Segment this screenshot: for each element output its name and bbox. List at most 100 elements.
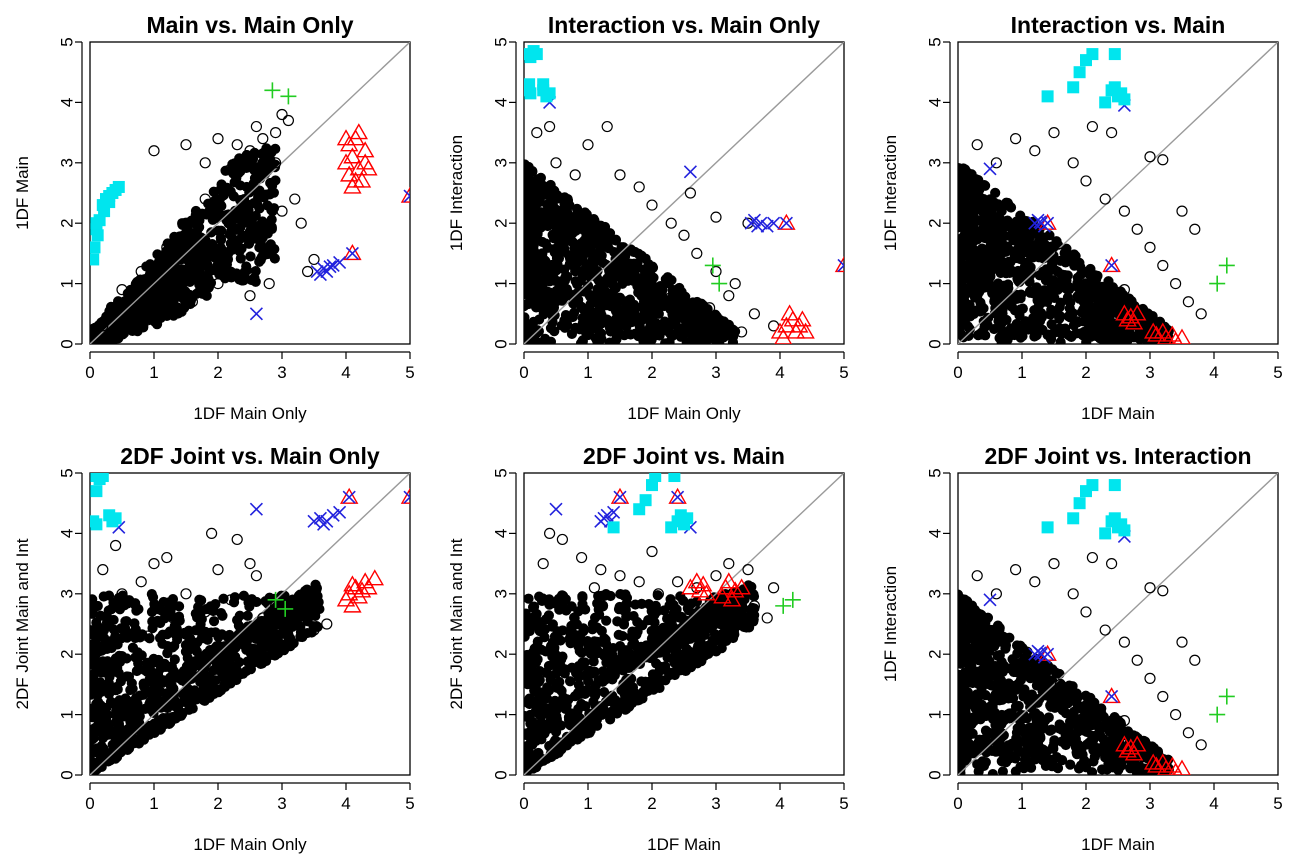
data-point-circle — [543, 527, 556, 540]
data-point-circle — [308, 253, 320, 266]
dense-cloud-point — [196, 254, 207, 265]
data-point-circle — [180, 139, 192, 151]
dense-cloud-point — [615, 588, 626, 600]
data-point-circle — [742, 217, 754, 229]
data-point-x — [307, 514, 321, 528]
data-point-circle — [142, 314, 154, 326]
data-point-circle — [729, 278, 741, 290]
data-point-circle — [588, 582, 600, 594]
data-layer — [90, 42, 410, 344]
dense-cloud-point — [132, 647, 143, 658]
data-point-circle — [282, 114, 294, 127]
dense-cloud-point — [207, 665, 219, 676]
dense-cloud-point — [996, 318, 1007, 329]
dense-cloud-point — [130, 632, 141, 644]
x-tick-label: 1 — [149, 794, 158, 813]
dense-cloud-point — [1039, 238, 1050, 250]
dense-cloud-point — [547, 637, 559, 648]
dense-cloud-point — [998, 289, 1009, 300]
dense-point-cloud — [90, 579, 325, 775]
dense-cloud-point — [526, 201, 538, 212]
x-tick-label: 3 — [711, 794, 720, 813]
dense-cloud-point — [964, 253, 976, 264]
data-point-circle — [135, 265, 147, 278]
series-x — [543, 95, 844, 273]
data-point-square — [530, 48, 543, 61]
y-axis-label: 2DF Joint Main and Int — [447, 538, 466, 709]
data-layer — [524, 42, 844, 344]
data-point-plus — [267, 591, 284, 608]
dense-cloud-point — [963, 330, 974, 341]
dense-cloud-point — [298, 594, 309, 606]
dense-cloud-point — [190, 625, 201, 636]
dense-cloud-point — [552, 656, 564, 668]
dense-cloud-point — [238, 590, 249, 601]
dense-cloud-point — [570, 292, 582, 303]
dense-cloud-point — [972, 215, 983, 226]
dense-cloud-point — [637, 620, 648, 631]
dense-cloud-point — [121, 671, 132, 682]
dense-cloud-point — [194, 232, 205, 244]
dense-cloud-point — [534, 298, 545, 310]
dense-cloud-point — [179, 627, 190, 638]
dense-cloud-point — [97, 745, 108, 756]
dense-cloud-point — [117, 322, 128, 333]
dense-cloud-point — [545, 721, 556, 733]
data-point-circle — [633, 265, 645, 278]
dense-cloud-point — [654, 665, 665, 677]
x-tick-label: 4 — [775, 363, 784, 382]
y-tick-label: 2 — [57, 218, 76, 227]
dense-cloud-point — [535, 720, 546, 731]
dense-cloud-point — [233, 620, 245, 631]
dense-cloud-point — [252, 166, 264, 177]
data-point-triangle — [1102, 256, 1121, 273]
dense-cloud-point — [208, 605, 219, 616]
dense-cloud-point — [551, 210, 562, 222]
data-point-circle — [180, 217, 192, 229]
y-tick-label: 5 — [57, 468, 76, 477]
data-point-triangle — [343, 596, 362, 613]
chart-title: 2DF Joint vs. Main — [583, 443, 785, 469]
data-point-triangle — [355, 153, 375, 170]
dense-cloud-point — [985, 271, 996, 282]
data-point-circle — [537, 558, 549, 570]
dense-cloud-point — [705, 607, 717, 618]
y-tick-label: 1 — [57, 279, 76, 288]
dense-cloud-point — [279, 590, 290, 601]
y-tick-label: 5 — [491, 37, 510, 46]
y-tick-label: 4 — [57, 529, 76, 538]
data-point-circle — [665, 618, 677, 630]
chart-title: Main vs. Main Only — [146, 12, 353, 38]
data-point-triangle — [359, 578, 378, 595]
dense-cloud-point — [958, 320, 967, 331]
dense-cloud-point — [201, 271, 213, 282]
series-filled-square — [90, 180, 125, 266]
data-point-circle — [302, 265, 314, 278]
dense-cloud-point — [555, 697, 567, 708]
data-point-x — [767, 216, 781, 230]
dense-cloud-point — [252, 199, 263, 210]
x-tick-label: 5 — [1273, 363, 1282, 382]
data-point-circle — [1157, 259, 1169, 272]
dense-cloud-point — [579, 207, 591, 218]
dense-cloud-point — [177, 218, 188, 229]
dense-cloud-point — [552, 259, 563, 270]
x-tick-label: 5 — [839, 794, 848, 813]
data-point-plus — [1218, 257, 1235, 274]
data-point-circle — [748, 600, 760, 612]
dense-cloud-point — [232, 668, 244, 679]
data-point-circle — [231, 533, 243, 546]
data-point-circle — [543, 120, 556, 133]
x-tick-label: 5 — [405, 794, 414, 813]
dense-cloud-point — [609, 657, 620, 668]
dense-cloud-point — [612, 616, 623, 627]
dense-cloud-point — [124, 595, 135, 606]
dense-cloud-point — [527, 648, 538, 660]
dense-cloud-point — [665, 320, 676, 331]
chart-title: Interaction vs. Main Only — [548, 12, 820, 38]
dense-cloud-point — [525, 294, 536, 305]
dense-cloud-point — [668, 599, 679, 611]
dense-cloud-point — [580, 604, 591, 615]
data-point-circle — [250, 120, 262, 133]
dense-cloud-point — [540, 703, 551, 715]
